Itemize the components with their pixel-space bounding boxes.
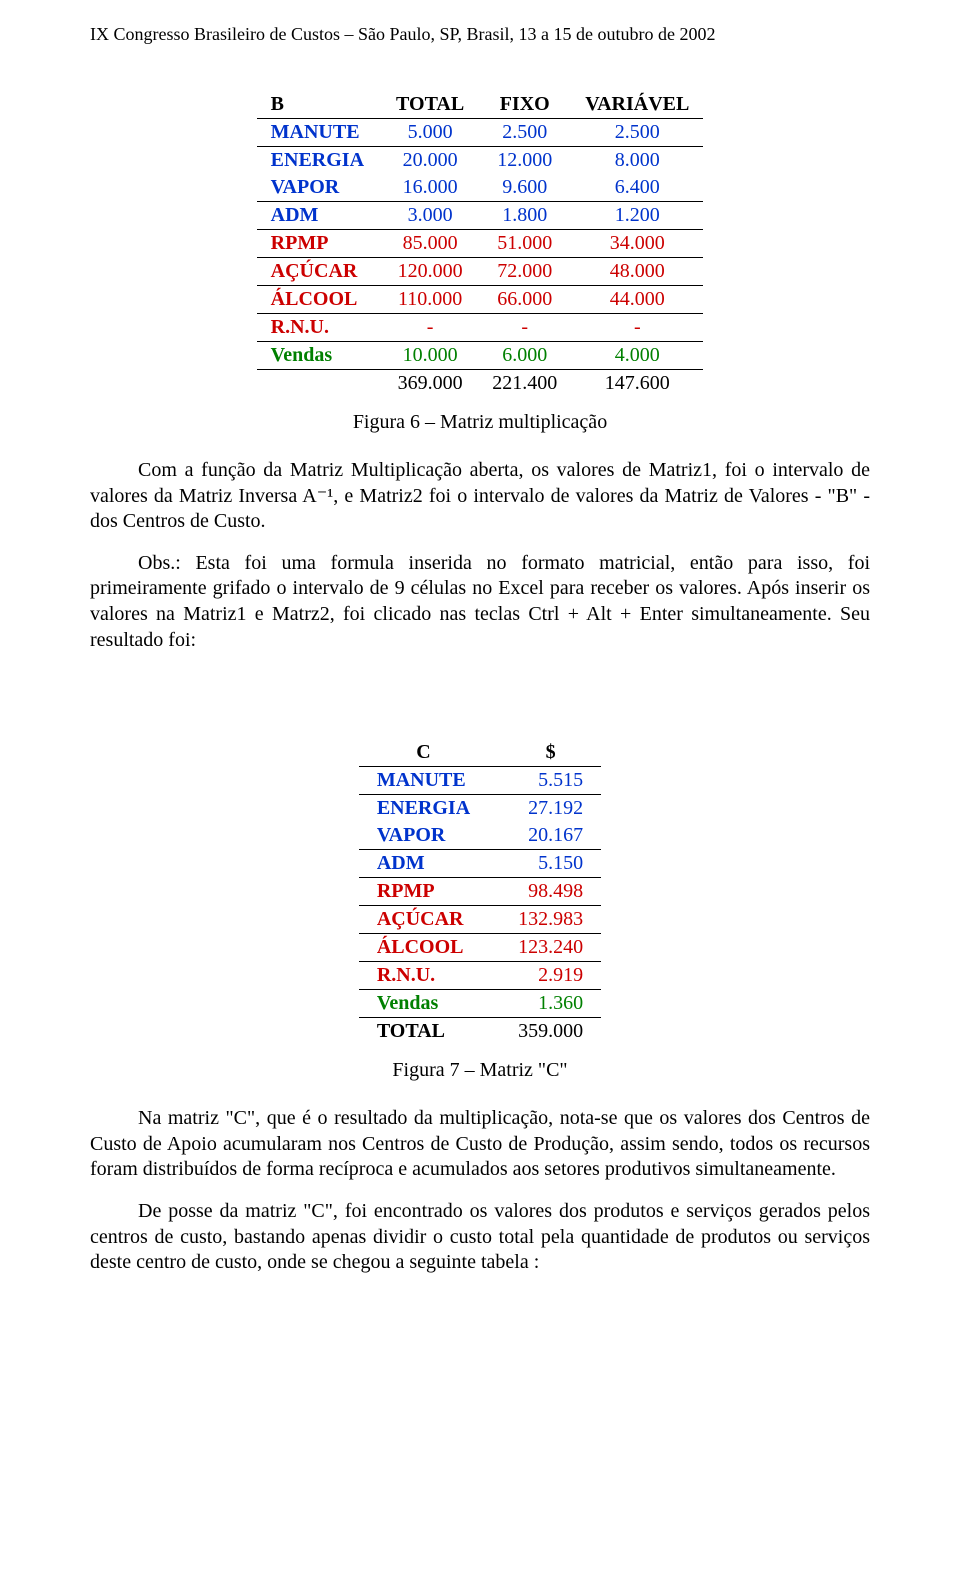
- t1-r7-fixo: -: [478, 314, 571, 342]
- t2-r4-label: RPMP: [359, 878, 488, 906]
- t2-r2-val: 20.167: [488, 822, 601, 850]
- t1-r7-total: -: [382, 314, 478, 342]
- t1-sum-total: 369.000: [382, 370, 478, 398]
- t1-r8-fixo: 6.000: [478, 342, 571, 370]
- t1-r6-var: 44.000: [571, 286, 703, 314]
- t1-r3-label: ADM: [257, 202, 382, 230]
- matrix-c-table: C $ MANUTE5.515 ENERGIA27.192 VAPOR20.16…: [359, 739, 601, 1045]
- t1-r1-label: ENERGIA: [257, 147, 382, 175]
- t1-h-fixo: FIXO: [478, 91, 571, 119]
- t1-r5-var: 48.000: [571, 258, 703, 286]
- t1-r1-total: 20.000: [382, 147, 478, 175]
- t1-h-b: B: [257, 91, 382, 119]
- t1-r7-label: R.N.U.: [257, 314, 382, 342]
- paragraph-4: De posse da matriz "C", foi encontrado o…: [90, 1199, 870, 1276]
- t2-r7-label: R.N.U.: [359, 962, 488, 990]
- t2-r3-val: 5.150: [488, 850, 601, 878]
- t1-r2-var: 6.400: [571, 174, 703, 202]
- t2-h-c: C: [359, 739, 488, 767]
- t2-r6-val: 123.240: [488, 934, 601, 962]
- t1-r0-fixo: 2.500: [478, 119, 571, 147]
- t1-r4-total: 85.000: [382, 230, 478, 258]
- t2-r4-val: 98.498: [488, 878, 601, 906]
- t1-r2-fixo: 9.600: [478, 174, 571, 202]
- t1-r6-total: 110.000: [382, 286, 478, 314]
- t1-sum-fixo: 221.400: [478, 370, 571, 398]
- t1-h-total: TOTAL: [382, 91, 478, 119]
- conference-header: IX Congresso Brasileiro de Custos – São …: [90, 24, 870, 45]
- matrix-b-table: B TOTAL FIXO VARIÁVEL MANUTE5.0002.5002.…: [257, 91, 704, 397]
- t1-sum-var: 147.600: [571, 370, 703, 398]
- t1-h-var: VARIÁVEL: [571, 91, 703, 119]
- t2-r8-label: Vendas: [359, 990, 488, 1018]
- t1-r3-total: 3.000: [382, 202, 478, 230]
- t2-r6-label: ÁLCOOL: [359, 934, 488, 962]
- t1-r3-fixo: 1.800: [478, 202, 571, 230]
- t2-r0-label: MANUTE: [359, 767, 488, 795]
- page: IX Congresso Brasileiro de Custos – São …: [0, 0, 960, 1574]
- t1-r0-total: 5.000: [382, 119, 478, 147]
- t1-r6-fixo: 66.000: [478, 286, 571, 314]
- t2-r1-val: 27.192: [488, 795, 601, 823]
- t1-r5-fixo: 72.000: [478, 258, 571, 286]
- t1-r8-total: 10.000: [382, 342, 478, 370]
- t1-r3-var: 1.200: [571, 202, 703, 230]
- t1-r8-var: 4.000: [571, 342, 703, 370]
- spacer: [90, 669, 870, 739]
- t2-sum-label: TOTAL: [359, 1018, 488, 1046]
- t1-r6-label: ÁLCOOL: [257, 286, 382, 314]
- paragraph-2: Obs.: Esta foi uma formula inserida no f…: [90, 551, 870, 653]
- figure6-caption: Figura 6 – Matriz multiplicação: [90, 411, 870, 434]
- t1-r4-var: 34.000: [571, 230, 703, 258]
- t1-r1-var: 8.000: [571, 147, 703, 175]
- t2-r1-label: ENERGIA: [359, 795, 488, 823]
- paragraph-3: Na matriz "C", que é o resultado da mult…: [90, 1106, 870, 1183]
- figure7-caption: Figura 7 – Matriz "C": [90, 1059, 870, 1082]
- t1-r7-var: -: [571, 314, 703, 342]
- t1-r2-total: 16.000: [382, 174, 478, 202]
- t2-r5-val: 132.983: [488, 906, 601, 934]
- t1-r4-label: RPMP: [257, 230, 382, 258]
- t1-r4-fixo: 51.000: [478, 230, 571, 258]
- t1-r2-label: VAPOR: [257, 174, 382, 202]
- t1-r0-var: 2.500: [571, 119, 703, 147]
- t2-r5-label: AÇÚCAR: [359, 906, 488, 934]
- t1-r5-label: AÇÚCAR: [257, 258, 382, 286]
- t1-sum-blank: [257, 370, 382, 398]
- t1-r1-fixo: 12.000: [478, 147, 571, 175]
- t2-r7-val: 2.919: [488, 962, 601, 990]
- t1-r5-total: 120.000: [382, 258, 478, 286]
- paragraph-1: Com a função da Matriz Multiplicação abe…: [90, 458, 870, 535]
- t2-r3-label: ADM: [359, 850, 488, 878]
- t2-r0-val: 5.515: [488, 767, 601, 795]
- t2-r2-label: VAPOR: [359, 822, 488, 850]
- t2-sum-val: 359.000: [488, 1018, 601, 1046]
- t1-r0-label: MANUTE: [257, 119, 382, 147]
- t1-r8-label: Vendas: [257, 342, 382, 370]
- t2-r8-val: 1.360: [488, 990, 601, 1018]
- t2-h-dollar: $: [488, 739, 601, 767]
